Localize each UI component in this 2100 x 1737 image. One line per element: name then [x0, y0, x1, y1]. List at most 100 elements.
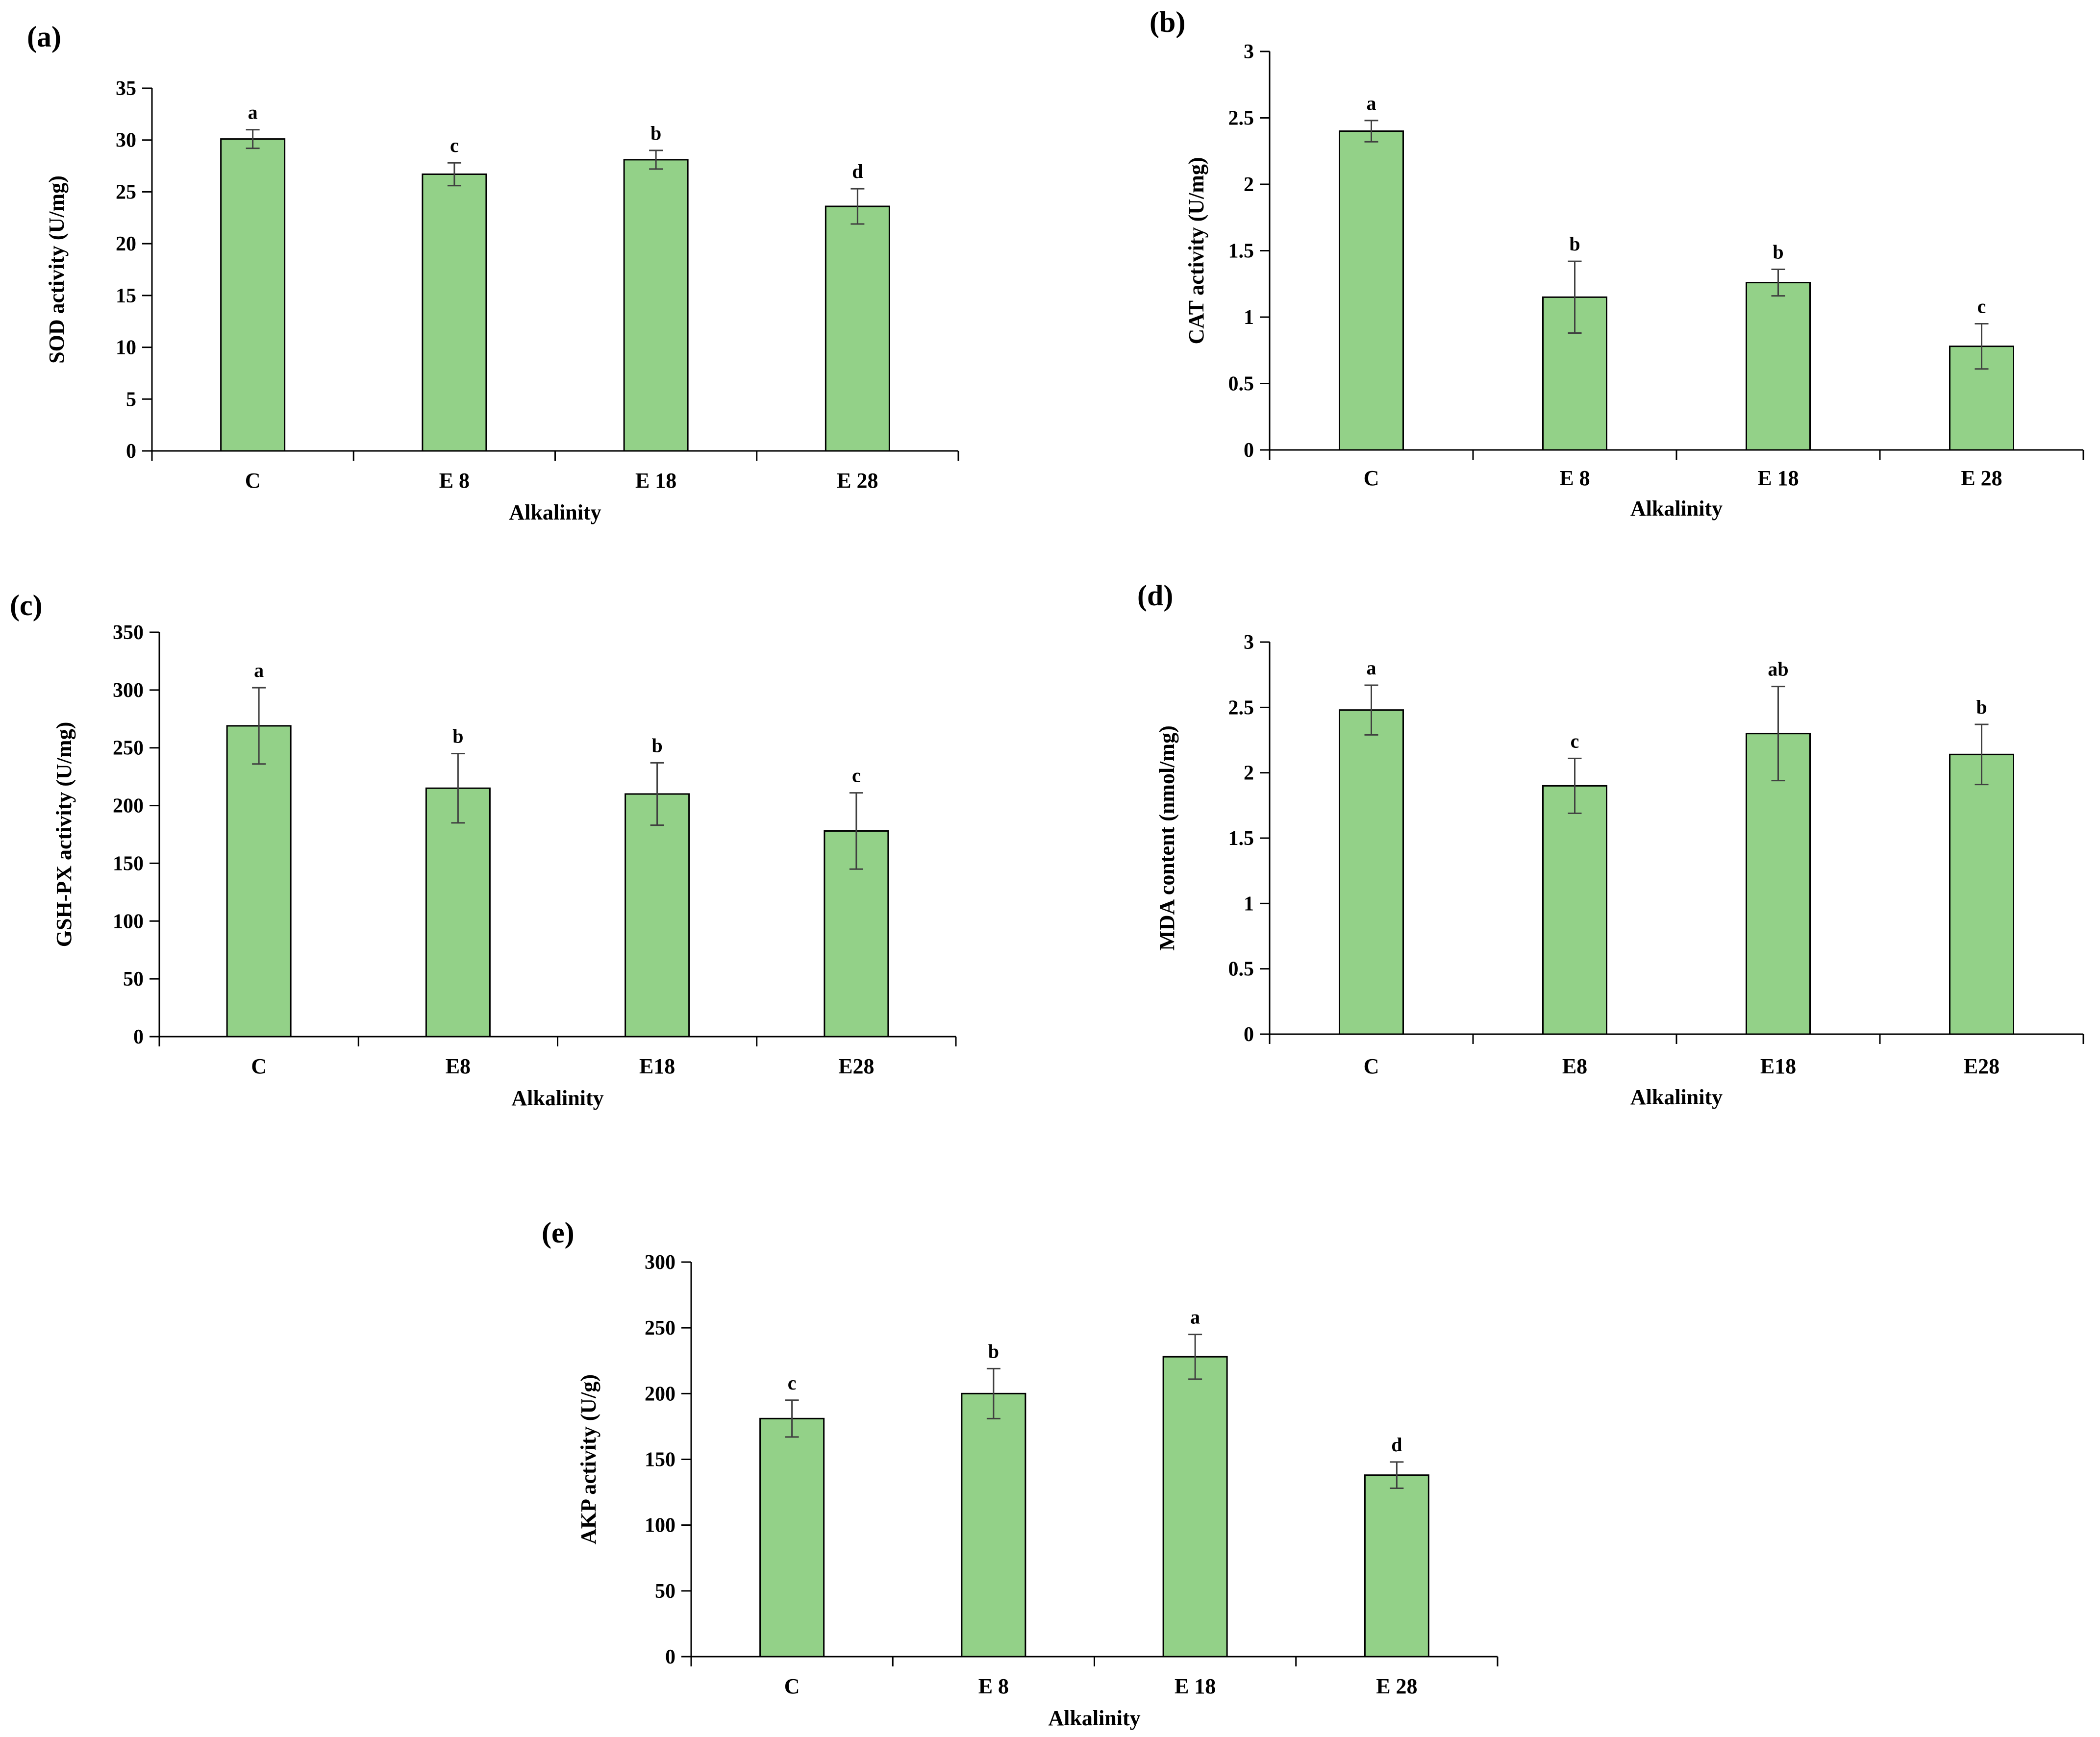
- y-tick-label: 0: [133, 1026, 144, 1048]
- x-tick-label: E8: [1562, 1054, 1587, 1078]
- significance-label: b: [1569, 233, 1580, 255]
- significance-label: b: [1976, 696, 1987, 718]
- significance-label: c: [1977, 296, 1986, 318]
- significance-label: a: [1367, 657, 1376, 679]
- y-tick-label: 15: [116, 285, 136, 307]
- x-tick-label: E 28: [837, 469, 878, 493]
- bar: [623, 159, 689, 452]
- x-tick-label: C: [1364, 1054, 1379, 1078]
- significance-label: d: [852, 160, 863, 182]
- x-axis-title: Alkalinity: [1048, 1706, 1140, 1730]
- y-axis-title: GSH-PX activity (U/mg): [52, 722, 76, 947]
- y-tick-label: 1: [1244, 306, 1254, 329]
- x-tick-label: E8: [446, 1054, 471, 1078]
- bar: [1339, 709, 1404, 1035]
- y-tick-label: 30: [116, 129, 136, 152]
- significance-label: b: [1773, 241, 1783, 263]
- significance-label: c: [450, 134, 459, 156]
- x-tick-label: E18: [639, 1054, 675, 1078]
- y-tick-label: 200: [645, 1383, 675, 1405]
- significance-label: a: [1367, 92, 1376, 114]
- bar: [422, 173, 487, 452]
- chart-panel-a: (a) 0 5 10 15 20 25 30 35 a Cc E 8 b E 18 d E 28 Alkalin…: [27, 21, 959, 524]
- x-tick-label: E 8: [1559, 466, 1590, 490]
- x-tick-label: E 28: [1961, 466, 2002, 490]
- y-tick-label: 50: [655, 1580, 675, 1603]
- x-tick-label: E 18: [635, 469, 676, 493]
- y-tick-label: 2.5: [1228, 107, 1254, 130]
- significance-label: c: [788, 1372, 797, 1394]
- x-tick-label: C: [1364, 466, 1379, 490]
- bar: [1542, 785, 1607, 1035]
- chart-panel-b: (b) 0 0.5 1 1.5 2 2.5 3 a Cb E 8 b E 18 c E 28 Alkalini…: [1150, 6, 2084, 521]
- significance-label: c: [1571, 730, 1579, 752]
- significance-label: a: [1190, 1306, 1200, 1328]
- bar: [1746, 733, 1811, 1035]
- chart-panel-e: (e) 0 50 100 150 200 250 300 c Cb E 8 a E 18 d E 28 Alk…: [542, 1216, 1499, 1730]
- significance-label: a: [248, 101, 258, 124]
- panel-label: (a): [27, 21, 61, 53]
- y-tick-label: 3: [1244, 631, 1254, 654]
- y-tick-label: 150: [113, 852, 144, 875]
- x-axis-title: Alkalinity: [1630, 1085, 1723, 1109]
- y-tick-label: 50: [123, 968, 144, 991]
- x-tick-label: E18: [1760, 1054, 1796, 1078]
- x-tick-label: E 18: [1175, 1674, 1216, 1698]
- bar: [226, 725, 292, 1038]
- bar: [1949, 753, 2014, 1035]
- x-tick-label: E28: [838, 1054, 874, 1078]
- y-tick-label: 350: [113, 621, 144, 644]
- y-tick-label: 100: [645, 1514, 675, 1537]
- bar: [759, 1417, 825, 1658]
- y-tick-label: 300: [113, 679, 144, 702]
- bar: [425, 787, 491, 1038]
- y-tick-label: 3: [1244, 41, 1254, 63]
- significance-label: a: [254, 659, 264, 681]
- y-tick-label: 2: [1244, 762, 1254, 785]
- panel-label: (d): [1137, 579, 1173, 612]
- y-tick-label: 100: [113, 910, 144, 933]
- y-tick-label: 25: [116, 181, 136, 203]
- y-tick-label: 250: [645, 1317, 675, 1340]
- x-tick-label: E 28: [1376, 1674, 1417, 1698]
- x-tick-label: C: [251, 1054, 267, 1078]
- x-tick-label: E28: [1964, 1054, 2000, 1078]
- bar: [825, 205, 890, 452]
- y-axis-title: SOD activity (U/mg): [45, 175, 69, 364]
- y-tick-label: 300: [645, 1251, 675, 1274]
- bar: [1746, 282, 1811, 451]
- chart-panel-c: (c) 0 50 100 150 200 250 300 350 a Cb E8 b E18 c E28 Alk…: [10, 589, 957, 1110]
- y-tick-label: 1: [1244, 893, 1254, 915]
- y-tick-label: 1.5: [1228, 827, 1254, 850]
- x-tick-label: E 18: [1757, 466, 1799, 490]
- significance-label: d: [1391, 1434, 1402, 1456]
- x-tick-label: E 8: [439, 469, 470, 493]
- y-axis-title: CAT activity (U/mg): [1184, 157, 1208, 344]
- x-tick-label: C: [784, 1674, 800, 1698]
- y-tick-label: 1.5: [1228, 240, 1254, 263]
- y-tick-label: 0: [1244, 1023, 1254, 1046]
- y-tick-label: 10: [116, 337, 136, 359]
- y-tick-label: 150: [645, 1449, 675, 1471]
- significance-label: b: [452, 725, 463, 747]
- y-tick-label: 0: [126, 440, 136, 463]
- significance-label: b: [652, 734, 663, 756]
- y-tick-label: 20: [116, 233, 136, 255]
- x-tick-label: C: [245, 469, 261, 493]
- bar: [625, 793, 690, 1038]
- y-tick-label: 5: [126, 388, 136, 411]
- significance-label: c: [852, 765, 861, 787]
- y-axis-title: AKP activity (U/g): [576, 1374, 600, 1544]
- y-tick-label: 250: [113, 737, 144, 760]
- y-tick-label: 35: [116, 77, 136, 100]
- bar: [1339, 130, 1404, 451]
- y-tick-label: 2.5: [1228, 696, 1254, 719]
- panel-label: (c): [10, 589, 43, 621]
- y-tick-label: 0.5: [1228, 373, 1254, 396]
- y-tick-label: 2: [1244, 174, 1254, 196]
- bar: [220, 138, 286, 452]
- bar: [1364, 1474, 1429, 1658]
- bar: [961, 1392, 1026, 1658]
- chart-panel-d: (d) 0 0.5 1 1.5 2 2.5 3 a Cc E8 ab E18 b E28 Alkalinity…: [1137, 579, 2084, 1109]
